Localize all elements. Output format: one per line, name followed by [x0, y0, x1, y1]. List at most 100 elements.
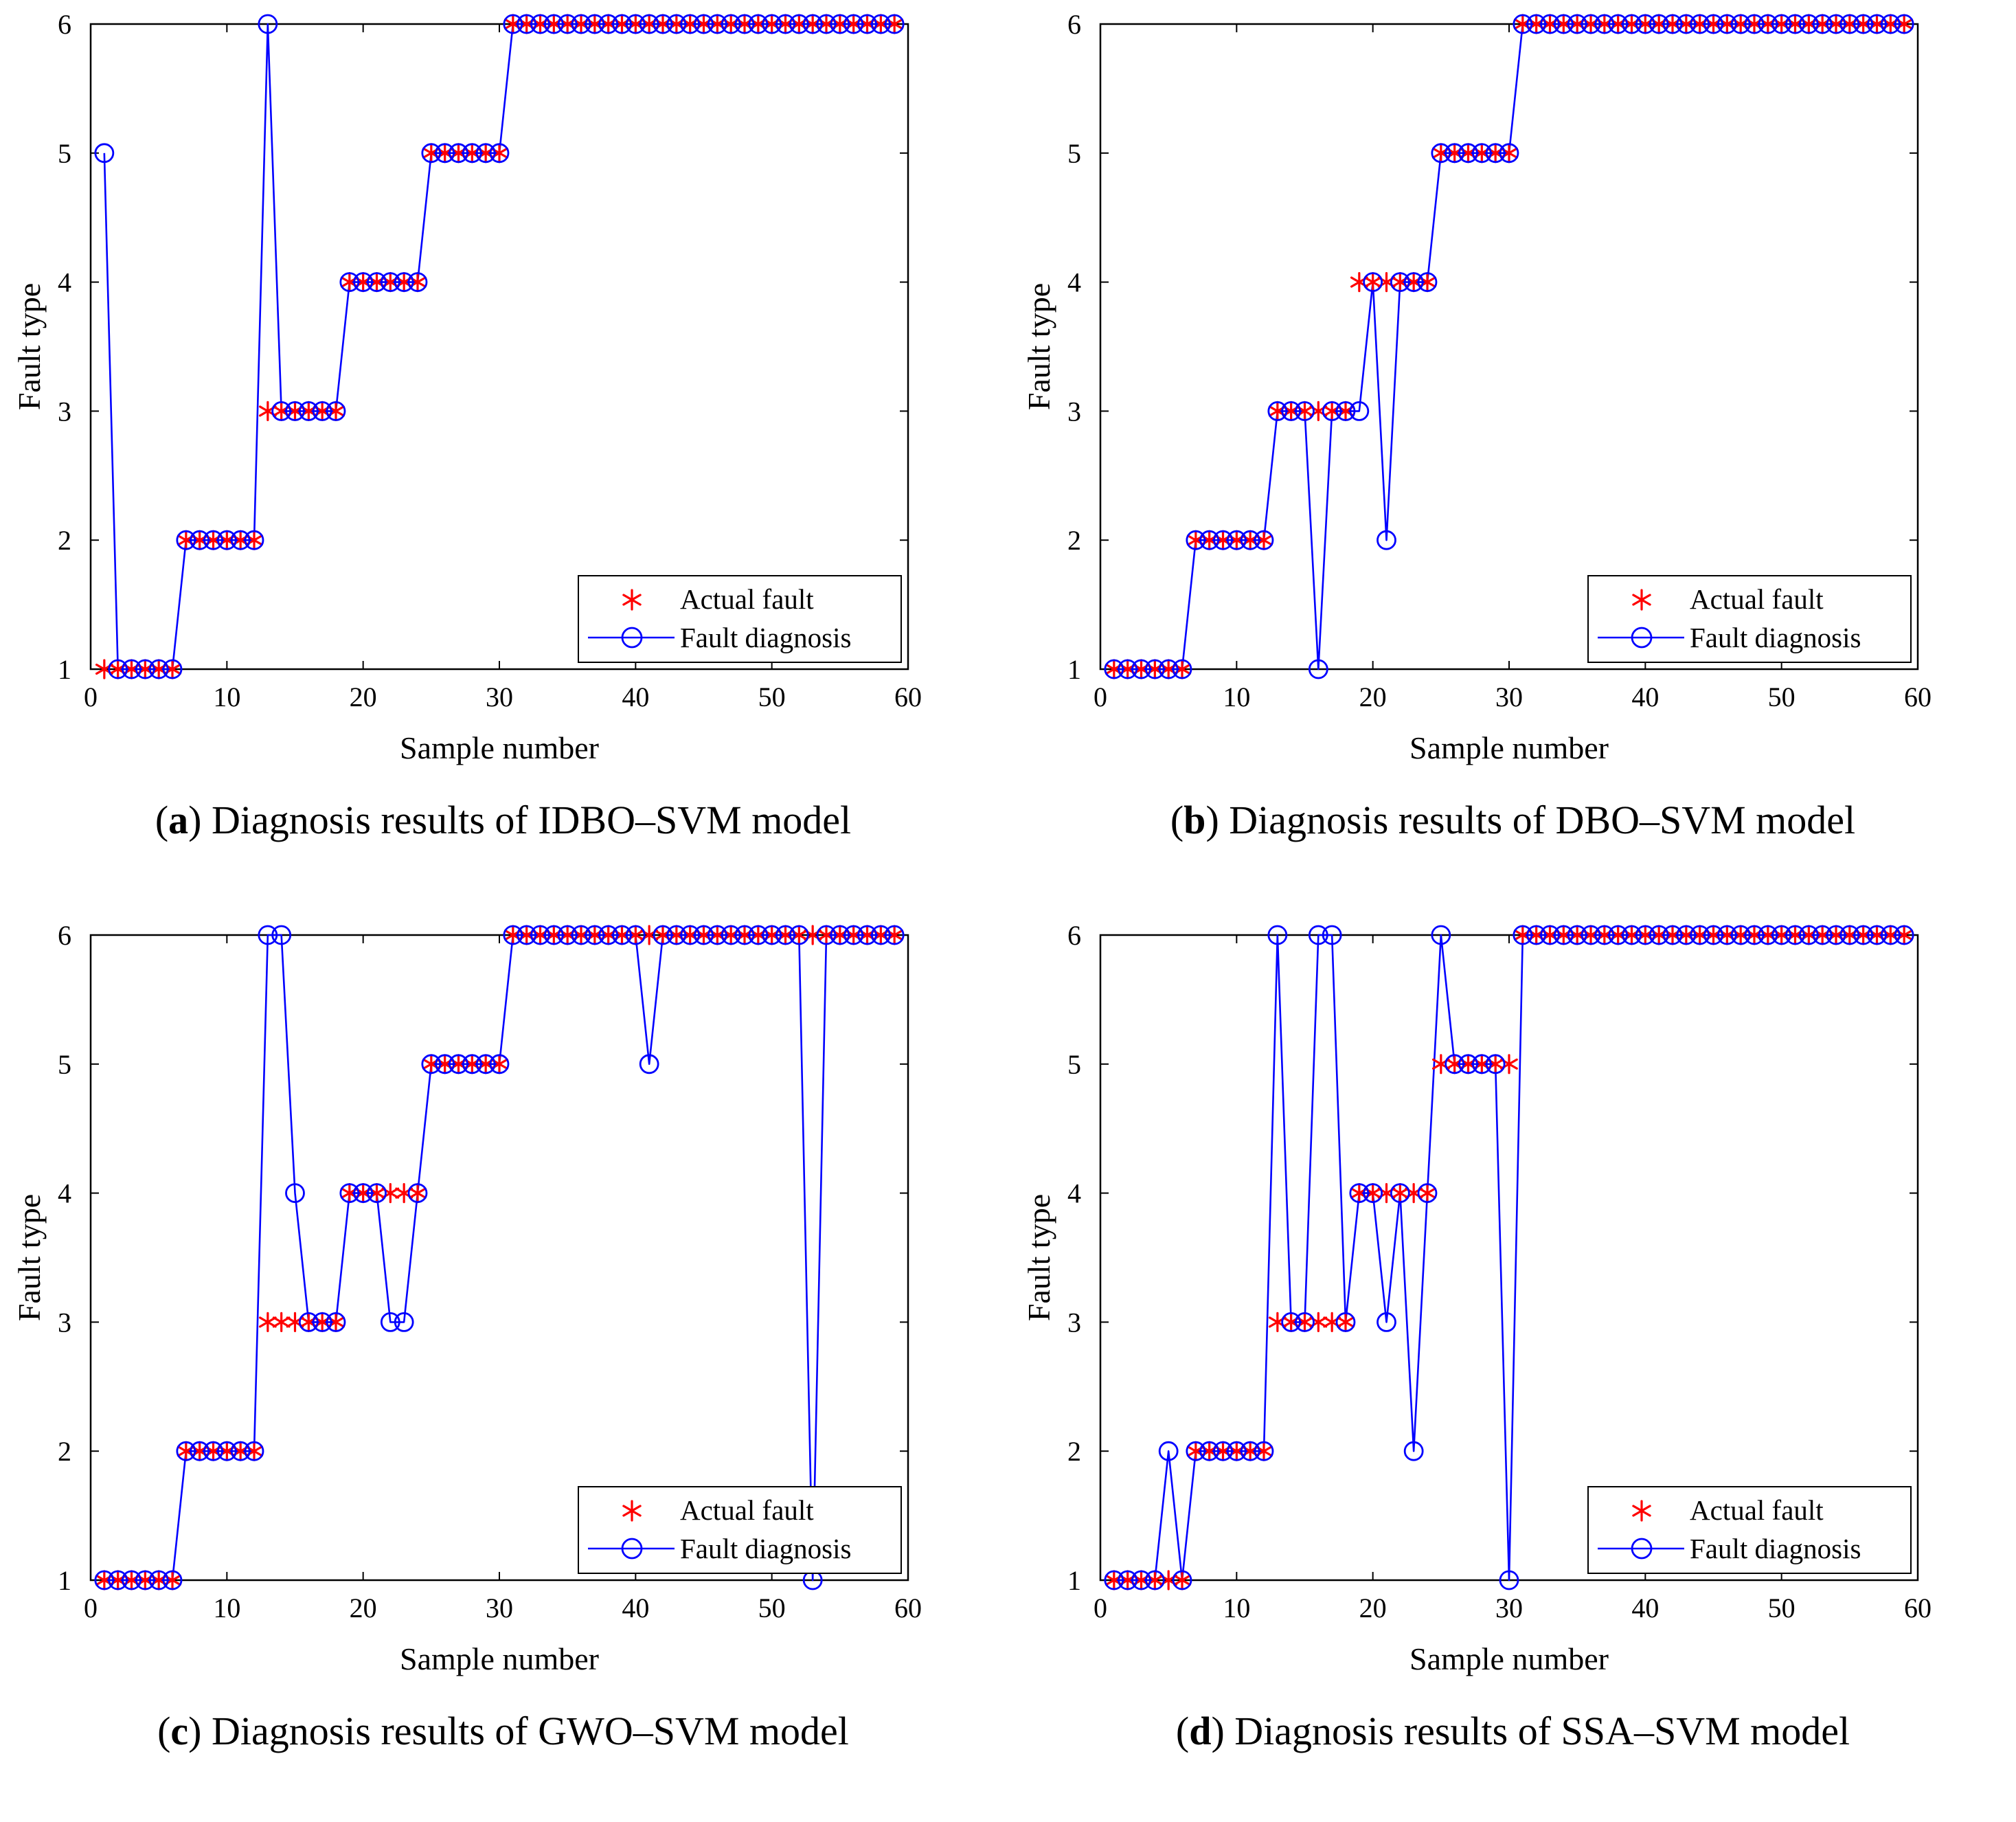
y-axis-label: Fault type — [12, 1194, 47, 1321]
fault-diagnosis-point — [1322, 401, 1342, 421]
x-tick-label: 20 — [1359, 682, 1387, 712]
fault-diagnosis-point — [1172, 1570, 1192, 1590]
fault-diagnosis-point — [816, 14, 837, 34]
fault-diagnosis-point — [1281, 401, 1302, 421]
fault-diagnosis-point — [298, 1312, 319, 1332]
actual-fault-point — [1363, 272, 1382, 293]
fault-diagnosis-point — [312, 1312, 332, 1332]
fault-diagnosis-point — [1417, 272, 1438, 293]
fault-diagnosis-point — [1254, 1441, 1274, 1461]
legend-fault-diagnosis-label: Fault diagnosis — [680, 622, 851, 653]
fault-diagnosis-point — [1594, 925, 1615, 945]
chart-d-title: Diagnosis results of SSA–SVM model — [1234, 1709, 1850, 1753]
fault-diagnosis-point — [1172, 659, 1192, 679]
x-tick-label: 10 — [1223, 1593, 1250, 1623]
fault-diagnosis-point — [1213, 530, 1233, 550]
fault-diagnosis-point — [421, 143, 442, 164]
fault-diagnosis-point — [1349, 401, 1370, 421]
fault-diagnosis-point — [1295, 401, 1315, 421]
x-tick-label: 10 — [213, 682, 240, 712]
fault-diagnosis-point — [530, 14, 550, 34]
legend-actual-fault-label: Actual fault — [1690, 583, 1824, 615]
y-tick-label: 2 — [1067, 525, 1081, 556]
actual-fault-point — [1173, 1570, 1191, 1590]
fault-diagnosis-point — [1226, 530, 1247, 550]
chart-b-title: Diagnosis results of DBO–SVM model — [1229, 798, 1856, 842]
fault-diagnosis-point — [1445, 1054, 1465, 1075]
fault-diagnosis-point — [1513, 14, 1533, 34]
legend-actual-fault-symbol — [622, 589, 642, 611]
x-tick-label: 20 — [1359, 1593, 1387, 1623]
fault-diagnosis-point — [1144, 659, 1165, 679]
x-axis-label: Sample number — [1409, 730, 1609, 765]
fault-diagnosis-point — [1717, 925, 1737, 945]
fault-diagnosis-point — [108, 659, 128, 679]
legend-fault-diagnosis-symbol — [621, 627, 643, 649]
fault-diagnosis-point — [748, 925, 769, 945]
fault-diagnosis-point — [1839, 925, 1860, 945]
fault-diagnosis-point — [1649, 925, 1669, 945]
fault-diagnosis-point — [1322, 925, 1342, 945]
fault-diagnosis-point — [1826, 14, 1846, 34]
fault-diagnosis-point — [216, 1441, 237, 1461]
plot-frame — [1099, 934, 1919, 1582]
fault-diagnosis-point — [721, 14, 741, 34]
fault-diagnosis-point — [1894, 14, 1914, 34]
y-tick-label: 4 — [58, 267, 71, 298]
chart-a-letter: a — [168, 798, 189, 842]
fault-diagnosis-point — [517, 14, 537, 34]
fault-diagnosis-point — [1744, 14, 1765, 34]
fault-diagnosis-point — [353, 1183, 374, 1204]
fault-diagnosis-point — [694, 925, 714, 945]
fault-diagnosis-point — [1581, 14, 1601, 34]
fault-diagnosis-point — [598, 925, 619, 945]
fault-diagnosis-point — [721, 925, 741, 945]
fault-diagnosis-point — [1526, 925, 1547, 945]
fault-diagnosis-point — [1377, 1312, 1396, 1332]
fault-diagnosis-point — [489, 1054, 510, 1075]
fault-diagnosis-point — [1158, 659, 1179, 679]
fault-diagnosis-point — [1445, 143, 1465, 164]
fault-diagnosis-point — [1594, 14, 1615, 34]
x-tick-label: 50 — [1768, 682, 1796, 712]
x-tick-label: 0 — [1094, 1593, 1107, 1623]
y-tick-label: 4 — [1067, 267, 1081, 298]
fault-diagnosis-point — [312, 401, 332, 421]
fault-diagnosis-point — [1758, 14, 1778, 34]
fault-diagnosis-point — [666, 14, 687, 34]
fault-diagnosis-point — [367, 272, 387, 293]
x-tick-label: 60 — [894, 682, 922, 712]
legend-actual-fault-label: Actual fault — [680, 583, 814, 615]
fault-diagnosis-point — [190, 530, 210, 550]
fault-diagnosis-point — [1377, 530, 1396, 550]
y-tick-label: 1 — [58, 654, 71, 685]
fault-diagnosis-point — [1281, 1312, 1302, 1332]
fault-diagnosis-point — [1417, 1183, 1438, 1204]
fault-diagnosis-point — [857, 14, 877, 34]
fault-diagnosis-point — [1690, 925, 1710, 945]
plot-frame — [1099, 23, 1919, 671]
fault-diagnosis-point — [1798, 14, 1819, 34]
fault-diagnosis-point — [1730, 14, 1751, 34]
chart-panel-b: 0 10 20 30 40 50 60 1 2 3 4 5 6 Sample number Fault ty… — [1010, 0, 2016, 911]
fault-diagnosis-point — [203, 1441, 223, 1461]
fault-diagnosis-point — [1199, 530, 1220, 550]
fault-diagnosis-point — [598, 14, 619, 34]
y-tick-label: 6 — [1067, 920, 1081, 951]
fault-diagnosis-point — [1785, 14, 1805, 34]
fault-diagnosis-point — [135, 1570, 155, 1590]
fault-diagnosis-point — [489, 143, 510, 164]
x-tick-label: 60 — [894, 1593, 922, 1623]
fault-diagnosis-point — [1526, 14, 1547, 34]
fault-diagnosis-point — [1662, 14, 1683, 34]
fault-diagnosis-point — [353, 272, 374, 293]
fault-diagnosis-point — [1553, 925, 1574, 945]
fault-diagnosis-point — [380, 272, 400, 293]
fault-diagnosis-point — [339, 1183, 360, 1204]
fault-diagnosis-point — [585, 925, 605, 945]
x-tick-label: 60 — [1904, 1593, 1932, 1623]
fault-diagnosis-point — [517, 925, 537, 945]
fault-diagnosis-point — [203, 530, 223, 550]
x-axis-label: Sample number — [1409, 1641, 1609, 1676]
y-tick-label: 5 — [58, 1049, 71, 1080]
